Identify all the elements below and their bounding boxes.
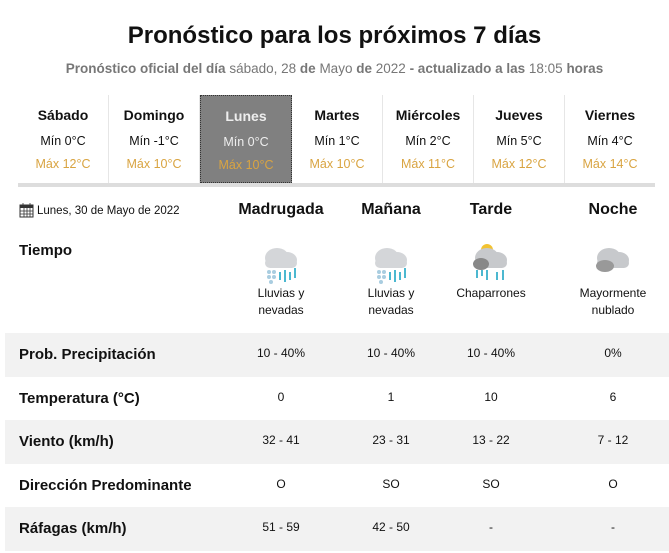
row-value: 32 - 41 — [262, 433, 300, 447]
day-tab[interactable]: Miércoles Mín 2°C Máx 11°C — [383, 95, 474, 183]
sub-part: horas — [566, 61, 604, 76]
rain-snow-icon — [257, 240, 305, 284]
row-label: Prob. Precipitación — [19, 346, 156, 363]
row-value: 10 - 40% — [466, 346, 516, 360]
row-value: 0% — [604, 346, 622, 360]
day-max: Máx 12°C — [35, 157, 91, 171]
period-header: Noche — [588, 201, 638, 218]
sub-part: 18:05 — [528, 61, 563, 76]
day-tab[interactable]: Lunes Mín 0°C Máx 10°C — [200, 95, 292, 183]
row-label: Dirección Predominante — [19, 476, 192, 494]
calendar-icon — [19, 203, 34, 218]
rain-snow-icon — [367, 240, 415, 284]
subtitle: Pronóstico oficial del día sábado, 28 de… — [0, 61, 669, 76]
period-header: Madrugada — [238, 201, 324, 218]
row-value: 42 - 50 — [372, 520, 410, 534]
desc-line: Mayormente — [579, 286, 647, 300]
row-value: 51 - 59 — [262, 520, 300, 534]
weather-label: Tiempo — [19, 242, 73, 259]
day-max: Máx 10°C — [218, 158, 274, 172]
table-row: Viento (km/h) 32 - 41 23 - 31 13 - 22 7 - 12 — [5, 420, 669, 464]
table-row: Prob. Precipitación 10 - 40% 10 - 40% 10 - … — [5, 333, 669, 377]
day-name: Domingo — [123, 107, 185, 123]
date-text: Lunes, 30 de Mayo de 2022 — [37, 204, 180, 217]
day-tab[interactable]: Martes Mín 1°C Máx 10°C — [292, 95, 383, 183]
day-tab[interactable]: Viernes Mín 4°C Máx 14°C — [565, 95, 655, 183]
day-name: Lunes — [225, 108, 267, 124]
day-name: Miércoles — [395, 107, 461, 123]
sub-part: - actualizado a las — [409, 61, 526, 76]
weather-description: Lluvias y nevadas — [226, 285, 336, 319]
sub-part: 2022 — [375, 61, 406, 76]
row-label: Ráfagas (km/h) — [19, 520, 127, 537]
table-row: Dirección Predominante O SO SO O — [5, 464, 669, 508]
day-tabs: Sábado Mín 0°C Máx 12°C Domingo Mín -1°C Máx … — [18, 95, 655, 187]
day-min: Mín 0°C — [40, 134, 86, 148]
showers-icon — [467, 240, 515, 284]
day-max: Máx 10°C — [126, 157, 182, 171]
row-value: 1 — [387, 389, 395, 404]
desc-line: Lluvias y — [367, 286, 415, 300]
day-max: Máx 12°C — [491, 157, 547, 171]
day-min: Mín -1°C — [129, 134, 179, 148]
day-max: Máx 11°C — [400, 157, 456, 171]
sub-part: de — [356, 61, 372, 76]
row-label: Viento (km/h) — [19, 433, 114, 450]
row-label: Temperatura (°C) — [19, 389, 140, 407]
day-name: Viernes — [584, 107, 636, 123]
row-value: O — [276, 476, 286, 491]
row-value: 23 - 31 — [372, 433, 410, 447]
row-value: SO — [382, 476, 400, 491]
table-row: Temperatura (°C) 0 1 10 6 — [5, 377, 669, 421]
sub-part: Pronóstico oficial del día — [65, 61, 226, 76]
page-title: Pronóstico para los próximos 7 días — [127, 22, 542, 49]
desc-line: Chaparrones — [456, 286, 526, 300]
row-value: - — [611, 520, 615, 534]
day-name: Jueves — [495, 107, 543, 123]
day-tab[interactable]: Jueves Mín 5°C Máx 12°C — [474, 95, 565, 183]
day-name: Martes — [314, 107, 360, 123]
desc-line: nevadas — [258, 303, 304, 317]
day-max: Máx 14°C — [582, 157, 638, 171]
table-row: Ráfagas (km/h) 51 - 59 42 - 50 - - — [5, 507, 669, 551]
day-name: Sábado — [37, 107, 89, 123]
day-min: Mín 1°C — [314, 134, 360, 148]
day-min: Mín 4°C — [587, 134, 633, 148]
row-value: 10 - 40% — [366, 346, 416, 360]
row-value: 10 — [484, 389, 498, 404]
weather-description: Lluvias y nevadas — [336, 285, 446, 319]
day-min: Mín 5°C — [496, 134, 542, 148]
sub-part: Mayo — [319, 61, 353, 76]
row-value: - — [489, 520, 493, 534]
day-max: Máx 10°C — [309, 157, 365, 171]
sub-part: de — [299, 61, 316, 76]
weather-description: Chaparrones — [436, 285, 546, 302]
desc-line: nevadas — [368, 303, 414, 317]
selected-date: Lunes, 30 de Mayo de 2022 — [19, 203, 180, 218]
row-value: SO — [482, 476, 500, 491]
day-tab[interactable]: Domingo Mín -1°C Máx 10°C — [109, 95, 200, 183]
row-value: 13 - 22 — [472, 433, 510, 447]
weather-description: Mayormente nublado — [558, 285, 668, 319]
row-value: O — [608, 476, 618, 491]
period-header: Tarde — [469, 201, 513, 218]
day-min: Mín 2°C — [405, 134, 451, 148]
sub-part: sábado, 28 — [229, 61, 297, 76]
row-value: 7 - 12 — [597, 433, 629, 447]
day-tab[interactable]: Sábado Mín 0°C Máx 12°C — [18, 95, 109, 183]
mostly-cloudy-night-icon — [589, 240, 637, 284]
row-value: 6 — [609, 389, 617, 404]
desc-line: Lluvias y — [257, 286, 305, 300]
period-header: Mañana — [361, 201, 421, 218]
day-min: Mín 0°C — [223, 135, 269, 149]
row-value: 0 — [277, 389, 285, 404]
row-value: 10 - 40% — [256, 346, 306, 360]
desc-line: nublado — [591, 303, 635, 317]
